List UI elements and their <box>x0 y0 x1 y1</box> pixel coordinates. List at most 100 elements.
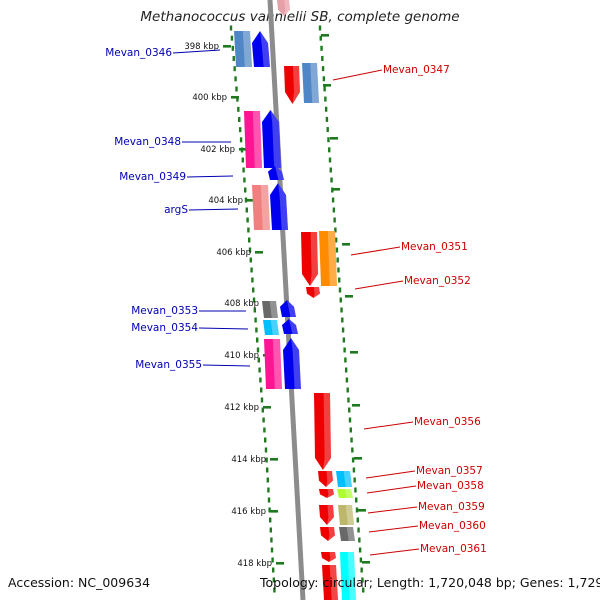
accession-text: Accession: NC_009634 <box>8 575 151 590</box>
mevan-0349-gene <box>268 166 284 180</box>
scale-tick-mark <box>247 199 255 202</box>
mevan-0351-label: Mevan_0351 <box>401 241 468 253</box>
mevan-0355-gene <box>264 339 282 389</box>
mevan-0361-b-gene <box>321 552 336 562</box>
mevan-0360-label: Mevan_0360 <box>419 520 486 532</box>
mevan-0346-gene <box>234 31 252 67</box>
mevan-0353-gene <box>262 301 278 318</box>
mevan-0357-gene <box>336 471 352 487</box>
scale-tick-mark <box>354 457 362 460</box>
label-leader-line <box>202 364 251 367</box>
mevan-0351-b-gene <box>319 231 337 286</box>
scale-tick-mark <box>255 251 263 254</box>
mevan-0348-b-gene <box>262 110 281 168</box>
scale-tick-label: 412 kbp <box>224 403 259 413</box>
mevan-0356-gene <box>314 393 331 470</box>
mevan-0352-gene <box>306 287 320 298</box>
mevan-0351-gene <box>301 232 318 286</box>
label-leader-line <box>365 470 416 479</box>
scale-tick-label: 398 kbp <box>184 42 219 52</box>
scale-tick-label: 402 kbp <box>200 145 235 155</box>
mevan-0354-label: Mevan_0354 <box>131 322 198 334</box>
scale-tick-label: 414 kbp <box>231 455 266 465</box>
mevan-0360-gene <box>339 527 355 541</box>
mevan-0361-gene <box>340 552 356 600</box>
scale-tick-mark <box>239 148 247 151</box>
mevan-0358-label: Mevan_0358 <box>417 480 484 492</box>
scale-tick-mark <box>350 351 358 354</box>
scale-tick-mark <box>342 243 350 246</box>
label-leader-line <box>332 69 383 81</box>
label-leader-line <box>363 421 414 430</box>
scale-tick-mark <box>263 406 271 409</box>
scale-tick-mark <box>358 509 366 512</box>
mevan-0355-label: Mevan_0355 <box>135 359 202 371</box>
mevan-0357-label: Mevan_0357 <box>416 465 483 477</box>
scale-tick-label: 400 kbp <box>192 93 227 103</box>
scale-tick-mark <box>330 137 338 140</box>
mevan-0358-b-gene <box>319 489 334 498</box>
label-leader-line <box>367 506 418 514</box>
label-leader-line <box>354 280 404 290</box>
mevan-0356-label: Mevan_0356 <box>414 416 481 428</box>
topology-text: Topology: circular; Length: 1,720,048 bp… <box>260 575 600 590</box>
page-title: Methanococcus vannielii SB, complete gen… <box>140 9 460 25</box>
mevan-0357-b-gene <box>318 471 333 487</box>
scale-tick-mark <box>270 458 278 461</box>
mevan-0349-label: Mevan_0349 <box>119 171 186 183</box>
scale-tick-label: 410 kbp <box>224 351 259 361</box>
mevan-0358-gene <box>337 489 353 498</box>
args-b-gene <box>270 183 288 230</box>
mevan-0354-gene <box>263 320 279 335</box>
mevan-0347-gene <box>284 66 300 104</box>
scale-tick-label: 408 kbp <box>224 299 259 309</box>
mevan-0353-label: Mevan_0353 <box>131 305 198 317</box>
mevan-0348-label: Mevan_0348 <box>114 136 181 148</box>
mevan-0359-label: Mevan_0359 <box>418 501 485 513</box>
label-leader-line <box>198 327 249 330</box>
scale-tick-mark <box>362 561 370 564</box>
scale-tick-mark <box>345 295 353 298</box>
genome-backbone <box>267 0 306 600</box>
scale-tick-mark <box>270 510 278 513</box>
args-label: argS <box>164 204 188 216</box>
label-leader-line <box>368 525 419 533</box>
mevan-0361-label: Mevan_0361 <box>420 543 487 555</box>
mevan-0347-label: Mevan_0347 <box>383 64 450 76</box>
scale-tick-mark <box>231 96 239 99</box>
scale-tick-mark <box>276 562 284 565</box>
scale-tick-mark <box>352 404 360 407</box>
mevan-0360-b-gene <box>320 527 335 541</box>
label-leader-line <box>350 246 401 256</box>
mevan-0354-b-gene <box>282 319 298 334</box>
scale-tick-label: 416 kbp <box>231 507 266 517</box>
mevan-0355-b-gene <box>283 338 301 389</box>
mevan-0359-gene <box>338 505 354 525</box>
label-leader-line <box>172 49 221 54</box>
args-gene <box>252 185 270 230</box>
mevan-0353-b-gene <box>280 300 296 317</box>
mevan-0361-c-gene <box>322 565 338 600</box>
mevan-0348-gene <box>244 111 262 168</box>
scale-tick-mark <box>323 84 331 87</box>
scale-tick-label: 418 kbp <box>237 559 272 569</box>
left-dotted-track <box>229 25 276 593</box>
label-leader-line <box>188 208 239 211</box>
mevan-0352-label: Mevan_0352 <box>404 275 471 287</box>
label-leader-line <box>186 175 234 178</box>
top-fragment-gene <box>277 0 290 16</box>
mevan-0359-b-gene <box>319 505 334 525</box>
right-dotted-track <box>318 25 365 593</box>
mevan-0346-b-gene <box>252 31 270 67</box>
scale-tick-mark <box>223 45 231 48</box>
mevan-0347-b-gene <box>302 63 319 103</box>
label-leader-line <box>366 485 417 494</box>
scale-tick-mark <box>332 188 340 191</box>
label-leader-line <box>369 548 420 556</box>
mevan-0346-label: Mevan_0346 <box>105 47 172 59</box>
scale-tick-label: 406 kbp <box>216 248 251 258</box>
scale-tick-label: 404 kbp <box>208 196 243 206</box>
scale-tick-mark <box>321 34 329 37</box>
